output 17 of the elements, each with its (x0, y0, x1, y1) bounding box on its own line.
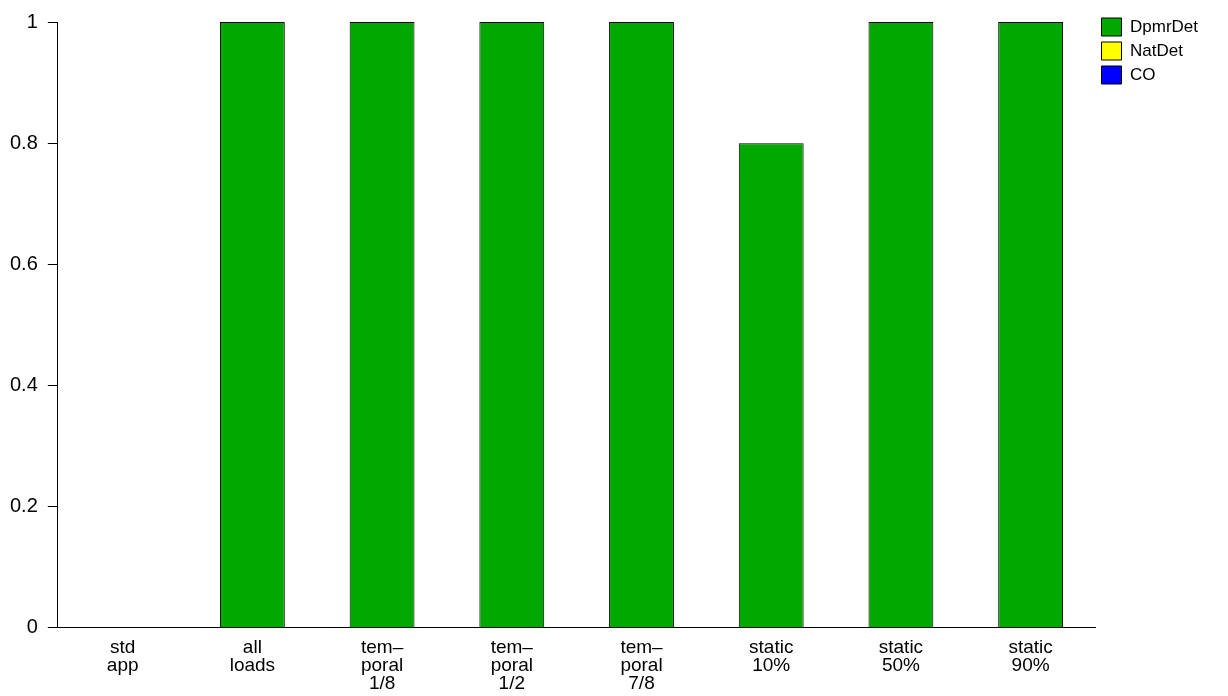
x-tick-label: all loads (229, 636, 276, 676)
y-tick-label: 0.4 (9, 373, 38, 396)
y-tick-label: 0.8 (9, 130, 38, 153)
y-tick-label: 1 (26, 9, 38, 32)
legend-label: DpmrDet (1129, 16, 1199, 36)
x-tick-label: std app (106, 636, 139, 676)
y-tick-label: 0.6 (9, 251, 38, 274)
x-tick-label: static 50% (878, 636, 924, 676)
y-tick-label: 0.2 (9, 494, 38, 517)
legend-label: CO (1129, 64, 1156, 84)
x-tick-label: tem– poral 1/8 (360, 636, 404, 694)
x-tick-label: tem– poral 1/2 (490, 636, 534, 694)
legend-label: NatDet (1129, 40, 1184, 60)
y-tick-label: 0 (26, 615, 38, 638)
x-tick-label: static 90% (1008, 636, 1053, 676)
x-tick-label: tem– poral 7/8 (620, 636, 664, 694)
x-tick-label: static 10% (749, 636, 794, 676)
